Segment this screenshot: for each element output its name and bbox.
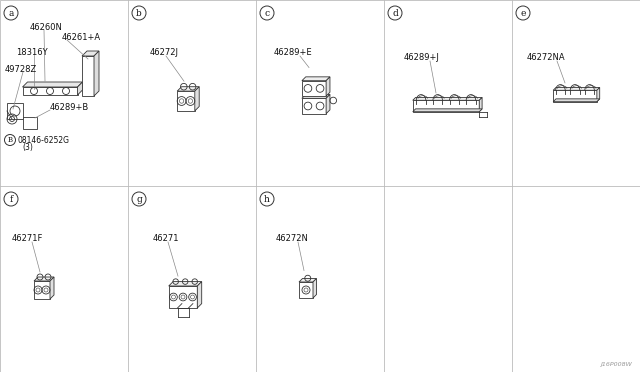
Text: a: a (8, 9, 13, 17)
Polygon shape (169, 286, 197, 308)
Text: 08146-6252G: 08146-6252G (17, 135, 69, 144)
Text: B: B (8, 136, 13, 144)
Text: 46289+J: 46289+J (404, 53, 440, 62)
Polygon shape (22, 87, 77, 95)
Polygon shape (326, 94, 330, 114)
Text: 18316Y: 18316Y (16, 48, 47, 57)
Text: b: b (136, 9, 142, 17)
Text: 46260N: 46260N (30, 23, 63, 32)
Polygon shape (302, 94, 330, 98)
Text: 46271F: 46271F (12, 234, 44, 243)
Polygon shape (553, 99, 600, 102)
Polygon shape (77, 82, 83, 95)
Polygon shape (195, 87, 199, 111)
Polygon shape (177, 91, 195, 111)
Polygon shape (302, 98, 326, 114)
Text: e: e (520, 9, 525, 17)
Polygon shape (7, 103, 23, 119)
Polygon shape (34, 281, 50, 299)
Text: 46272NA: 46272NA (527, 53, 566, 62)
Polygon shape (326, 77, 330, 96)
Text: h: h (264, 195, 270, 203)
Text: g: g (136, 195, 142, 203)
Polygon shape (597, 87, 600, 102)
Text: f: f (10, 195, 13, 203)
Text: 46289+B: 46289+B (50, 103, 89, 112)
Text: c: c (264, 9, 269, 17)
Polygon shape (82, 56, 94, 96)
Polygon shape (313, 279, 317, 298)
Text: 46272J: 46272J (150, 48, 179, 57)
Polygon shape (34, 277, 54, 281)
Polygon shape (50, 277, 54, 299)
Text: 49728Z: 49728Z (5, 65, 37, 74)
Polygon shape (302, 77, 330, 81)
Text: 46289+E: 46289+E (274, 48, 312, 57)
Text: 46261+A: 46261+A (62, 33, 101, 42)
Polygon shape (177, 87, 199, 91)
Polygon shape (22, 82, 83, 87)
Text: 46271: 46271 (153, 234, 179, 243)
Polygon shape (94, 51, 99, 96)
Polygon shape (479, 97, 482, 112)
Text: (3): (3) (22, 143, 33, 152)
Text: J16P008W: J16P008W (600, 362, 632, 367)
Polygon shape (302, 81, 326, 96)
Polygon shape (299, 282, 313, 298)
Text: 46272N: 46272N (276, 234, 309, 243)
Polygon shape (553, 90, 597, 102)
Polygon shape (197, 282, 202, 308)
Polygon shape (169, 282, 202, 286)
Polygon shape (413, 97, 482, 100)
Polygon shape (82, 51, 99, 56)
Text: d: d (392, 9, 398, 17)
Polygon shape (553, 87, 600, 90)
Polygon shape (299, 279, 317, 282)
Polygon shape (413, 109, 482, 112)
Polygon shape (23, 117, 37, 129)
Polygon shape (413, 100, 479, 112)
